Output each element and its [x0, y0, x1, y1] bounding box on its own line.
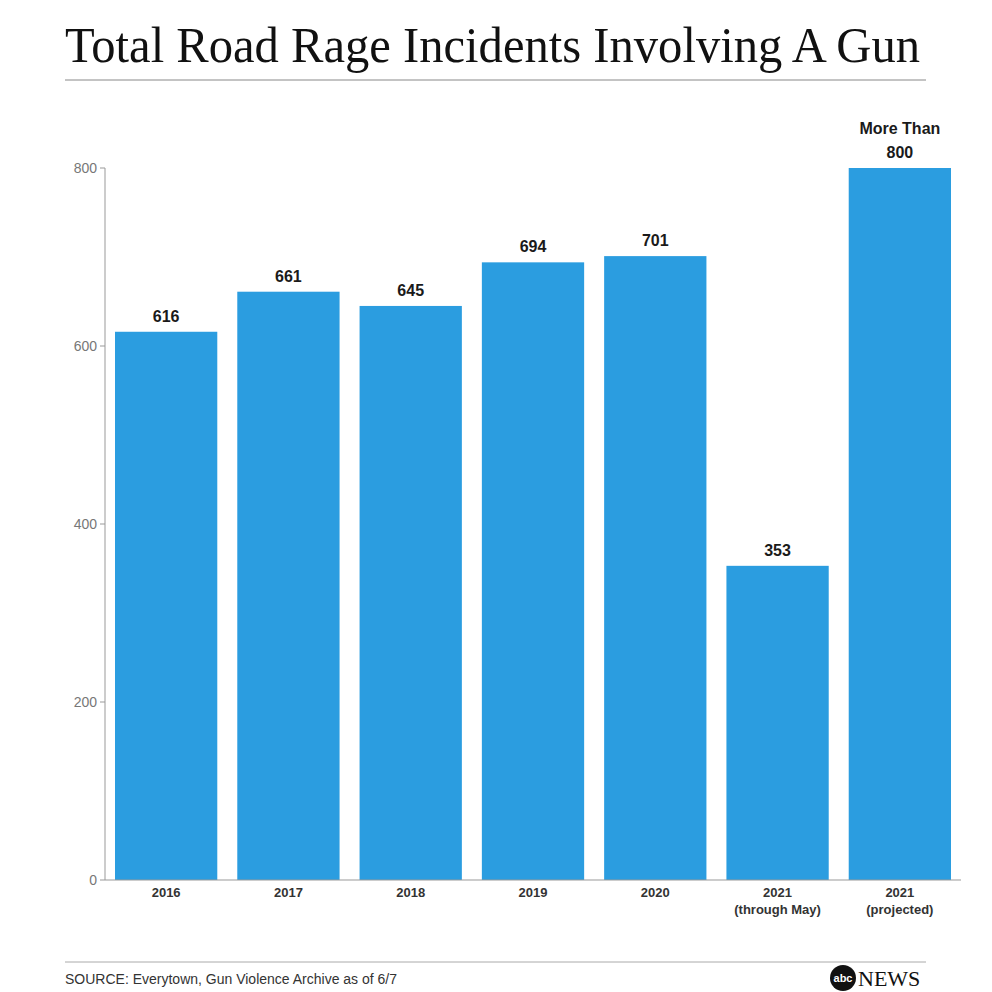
- x-tick-label-line: 2017: [274, 885, 303, 900]
- data-label-line: 616: [153, 308, 180, 325]
- y-tick-label: 600: [74, 338, 98, 354]
- x-tick-label-line: 2021: [885, 885, 914, 900]
- data-label-line: 661: [275, 268, 302, 285]
- y-tick: [100, 346, 105, 347]
- bar: [849, 168, 951, 880]
- bar: [482, 262, 584, 880]
- y-tick: [100, 524, 105, 525]
- x-tick-label-line: 2020: [641, 885, 670, 900]
- x-axis: [105, 880, 961, 881]
- x-tick-label: 2019: [519, 885, 548, 900]
- data-label: 616: [153, 308, 180, 325]
- x-tick-label-line: 2019: [519, 885, 548, 900]
- data-label: 353: [764, 542, 791, 559]
- x-tick-label-line: (through May): [734, 902, 821, 917]
- x-tick-label: 2021 (through May): [734, 885, 821, 917]
- y-tick: [100, 880, 105, 881]
- x-tick-label-line: 2018: [396, 885, 425, 900]
- x-tick-label: 2020: [641, 885, 670, 900]
- y-axis: [105, 168, 106, 880]
- x-tick-label: 2016: [152, 885, 181, 900]
- x-tick-label: 2021 (projected): [866, 885, 933, 917]
- chart-svg: Total Road Rage Incidents Involving A Gu…: [0, 0, 992, 992]
- data-label: 645: [397, 282, 424, 299]
- logo-circle: [830, 965, 856, 991]
- data-label: 701: [642, 232, 669, 249]
- data-label-line: More Than: [859, 120, 940, 137]
- data-label-line: 800: [887, 144, 914, 161]
- data-label: 661: [275, 268, 302, 285]
- bar: [604, 256, 706, 880]
- title: Total Road Rage Incidents Involving A Gu…: [65, 17, 920, 73]
- x-tick-label-line: (projected): [866, 902, 933, 917]
- y-tick: [100, 702, 105, 703]
- chart-container: Total Road Rage Incidents Involving A Gu…: [0, 0, 992, 992]
- y-tick: [100, 168, 105, 169]
- footer-rule: [65, 962, 926, 963]
- bar: [115, 332, 217, 880]
- x-tick-label: 2018: [396, 885, 425, 900]
- data-label-line: 694: [520, 238, 547, 255]
- data-label: 694: [520, 238, 547, 255]
- data-label-line: 701: [642, 232, 669, 249]
- x-tick-label: 2017: [274, 885, 303, 900]
- x-tick-label-line: 2016: [152, 885, 181, 900]
- y-tick-label: 200: [74, 694, 98, 710]
- source: SOURCE: Everytown, Gun Violence Archive …: [65, 971, 397, 987]
- logo-text: NEWS: [858, 966, 920, 991]
- data-label-line: 353: [764, 542, 791, 559]
- data-label: More Than 800: [859, 120, 940, 161]
- title-rule: [65, 80, 926, 81]
- y-tick-label: 0: [89, 872, 97, 888]
- bar: [726, 566, 828, 880]
- bar: [237, 292, 339, 880]
- x-tick-label-line: 2021: [763, 885, 792, 900]
- bars: [115, 168, 951, 880]
- bar: [360, 306, 462, 880]
- data-label-line: 645: [397, 282, 424, 299]
- logo-mark: abc: [834, 972, 853, 984]
- y-tick-label: 800: [74, 160, 98, 176]
- y-tick-label: 400: [74, 516, 98, 532]
